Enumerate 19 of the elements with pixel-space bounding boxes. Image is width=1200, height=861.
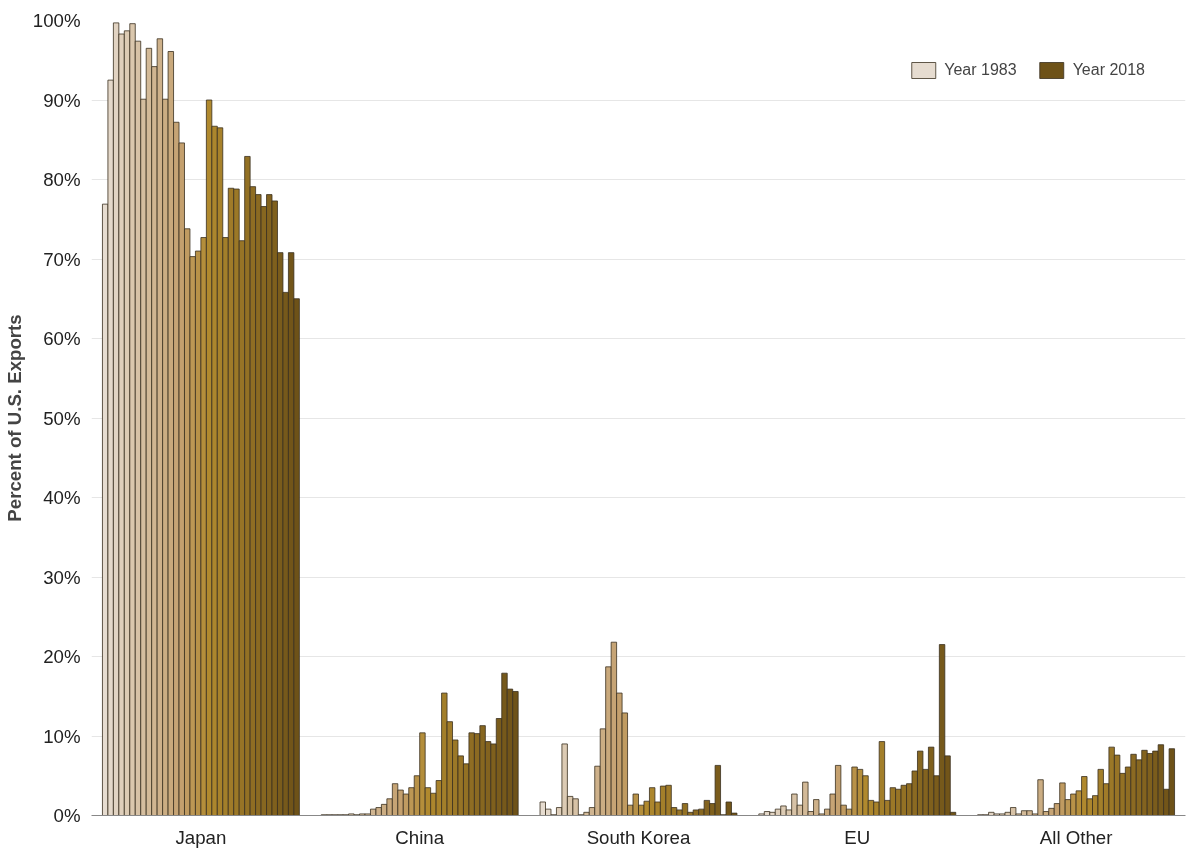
legend-label: Year 1983 [944,61,1017,79]
y-tick-label: 60% [43,328,81,349]
y-axis-title: Percent of U.S. Exports [3,314,25,522]
y-tick-label: 90% [43,89,81,111]
x-tick-label: All Other [1039,826,1113,848]
y-tick-label: 40% [43,487,81,508]
y-tick-label: 100% [32,10,81,31]
y-tick-label: 70% [43,248,81,270]
legend-label: Year 2018 [1072,61,1145,79]
x-tick-label: Japan [175,826,227,848]
y-tick-label: 50% [43,407,81,429]
y-tick-label: 80% [43,169,81,190]
y-tick-label: 10% [43,725,81,747]
x-tick-label: EU [844,826,871,848]
x-tick-label: South Korea [586,826,691,848]
y-tick-label: 0% [53,805,81,826]
y-tick-label: 30% [43,566,81,588]
x-tick-label: China [395,826,445,848]
y-tick-label: 20% [43,646,81,667]
